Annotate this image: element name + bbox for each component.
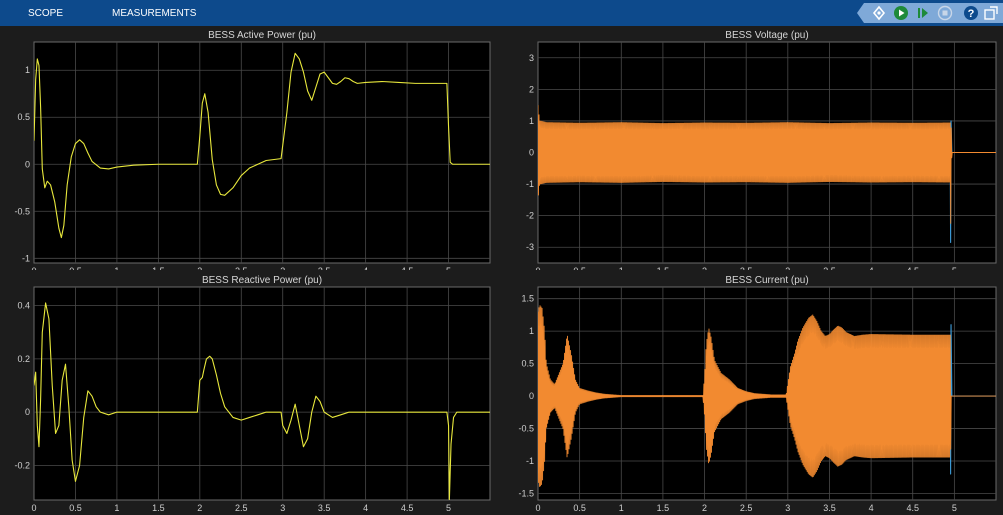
voltage-ytick-label: 2 <box>529 84 534 94</box>
stop-icon[interactable] <box>937 5 953 21</box>
current-xtick-label: 1 <box>619 503 624 513</box>
current-title: BESS Current (pu) <box>725 275 808 286</box>
active-power-xtick-label: 1.5 <box>152 266 165 270</box>
reactive-power-xtick-label: 3.5 <box>318 503 331 513</box>
reactive-power-ytick-label: 0.2 <box>17 354 30 364</box>
voltage-xtick-label: 3.5 <box>823 266 836 270</box>
active-power-ytick-label: -1 <box>22 253 30 263</box>
active-power-xtick-label: 4.5 <box>401 266 414 270</box>
active-power-ytick-label: 1 <box>25 65 30 75</box>
voltage-plot[interactable]: BESS Voltage (pu) 0 0.5 1 1.5 2 2.5 3 3.5 4 4.5 5 -3… <box>502 26 1003 270</box>
help-icon[interactable]: ? <box>963 5 979 21</box>
active-power-xtick-label: 0 <box>31 266 36 270</box>
voltage-ytick-label: -1 <box>526 179 534 189</box>
active-power-ytick-label: 0.5 <box>17 112 30 122</box>
voltage-xtick-label: 2.5 <box>740 266 753 270</box>
tab-measurements[interactable]: MEASUREMENTS <box>112 8 197 19</box>
reactive-power-ytick-label: -0.2 <box>14 460 30 470</box>
reactive-power-ytick-label: 0 <box>25 407 30 417</box>
reactive-power-xtick-label: 3 <box>280 503 285 513</box>
current-xtick-label: 0.5 <box>573 503 586 513</box>
highlight-signal-icon[interactable] <box>871 5 887 21</box>
reactive-power-xtick-label: 1.5 <box>152 503 165 513</box>
voltage-xtick-label: 4 <box>869 266 874 270</box>
current-ytick-label: 1.5 <box>521 294 534 304</box>
active-power-xtick-label: 2.5 <box>235 266 248 270</box>
current-xtick-label: 3 <box>785 503 790 513</box>
current-xtick-label: 5 <box>952 503 957 513</box>
voltage-xtick-label: 2 <box>702 266 707 270</box>
current-xtick-label: 4 <box>869 503 874 513</box>
scope-display: BESS Active Power (pu) 0 0.5 1 1.5 2 2.5 3 3.5 4 4… <box>0 26 1003 515</box>
current-xtick-label: 4.5 <box>906 503 919 513</box>
voltage-ytick-label: 3 <box>529 53 534 63</box>
current-ytick-label: 0 <box>529 391 534 401</box>
reactive-power-ytick-label: 0.4 <box>17 301 30 311</box>
reactive-power-title: BESS Reactive Power (pu) <box>202 275 322 286</box>
reactive-power-xtick-label: 2 <box>197 503 202 513</box>
active-power-title: BESS Active Power (pu) <box>208 30 316 41</box>
reactive-power-xtick-label: 0.5 <box>69 503 82 513</box>
voltage-xtick-label: 3 <box>785 266 790 270</box>
step-forward-icon[interactable] <box>915 5 931 21</box>
toolstrip: ? <box>857 3 1003 23</box>
current-series-1 <box>538 305 996 487</box>
reactive-power-xtick-label: 4.5 <box>401 503 414 513</box>
voltage-series-1 <box>538 105 996 224</box>
active-power-xtick-label: 0.5 <box>69 266 82 270</box>
current-ytick-label: -0.5 <box>518 424 534 434</box>
current-xtick-label: 2 <box>702 503 707 513</box>
current-xtick-label: 3.5 <box>823 503 836 513</box>
voltage-ytick-label: -2 <box>526 211 534 221</box>
voltage-title: BESS Voltage (pu) <box>725 30 808 41</box>
active-power-ytick-label: 0 <box>25 159 30 169</box>
run-icon[interactable] <box>893 5 909 21</box>
active-power-xtick-label: 4 <box>363 266 368 270</box>
reactive-power-xtick-label: 1 <box>114 503 119 513</box>
voltage-xtick-label: 1.5 <box>657 266 670 270</box>
active-power-xtick-label: 5 <box>446 266 451 270</box>
current-ytick-label: -1.5 <box>518 489 534 499</box>
reactive-power-plot[interactable]: BESS Reactive Power (pu) 0 0.5 1 1.5 2 2.5 3 3.5… <box>0 271 501 515</box>
active-power-xtick-label: 3.5 <box>318 266 331 270</box>
tab-scope[interactable]: SCOPE <box>28 8 64 19</box>
current-ytick-label: 0.5 <box>521 359 534 369</box>
reactive-power-xtick-label: 0 <box>31 503 36 513</box>
voltage-xtick-label: 5 <box>952 266 957 270</box>
voltage-ytick-label: 1 <box>529 116 534 126</box>
reactive-power-xtick-label: 4 <box>363 503 368 513</box>
current-xtick-label: 1.5 <box>657 503 670 513</box>
current-xtick-label: 0 <box>535 503 540 513</box>
active-power-axes <box>33 41 491 264</box>
voltage-xtick-label: 1 <box>619 266 624 270</box>
current-plot[interactable]: BESS Current (pu) 0 0.5 1 1.5 2 2.5 3 3.5 4 4.5 5 -1… <box>502 271 1003 515</box>
reactive-power-xtick-label: 5 <box>446 503 451 513</box>
active-power-ytick-label: -0.5 <box>14 206 30 216</box>
current-ytick-label: 1 <box>529 326 534 336</box>
active-power-xtick-label: 2 <box>197 266 202 270</box>
voltage-xtick-label: 0 <box>535 266 540 270</box>
voltage-xtick-label: 0.5 <box>573 266 586 270</box>
voltage-ytick-label: 0 <box>529 148 534 158</box>
active-power-series-0 <box>34 52 490 239</box>
voltage-xtick-label: 4.5 <box>906 266 919 270</box>
current-ytick-label: -1 <box>526 456 534 466</box>
current-xtick-label: 2.5 <box>740 503 753 513</box>
reactive-power-axes <box>33 286 491 501</box>
active-power-xtick-label: 3 <box>280 266 285 270</box>
voltage-ytick-label: -3 <box>526 242 534 252</box>
active-power-plot[interactable]: BESS Active Power (pu) 0 0.5 1 1.5 2 2.5 3 3.5 4 4… <box>0 26 501 270</box>
reactive-power-series-0 <box>34 302 490 500</box>
svg-text:?: ? <box>968 8 975 20</box>
active-power-xtick-label: 1 <box>114 266 119 270</box>
undock-icon[interactable] <box>983 5 999 21</box>
toolbar: SCOPE MEASUREMENTS ? <box>0 0 1003 26</box>
reactive-power-xtick-label: 2.5 <box>235 503 248 513</box>
